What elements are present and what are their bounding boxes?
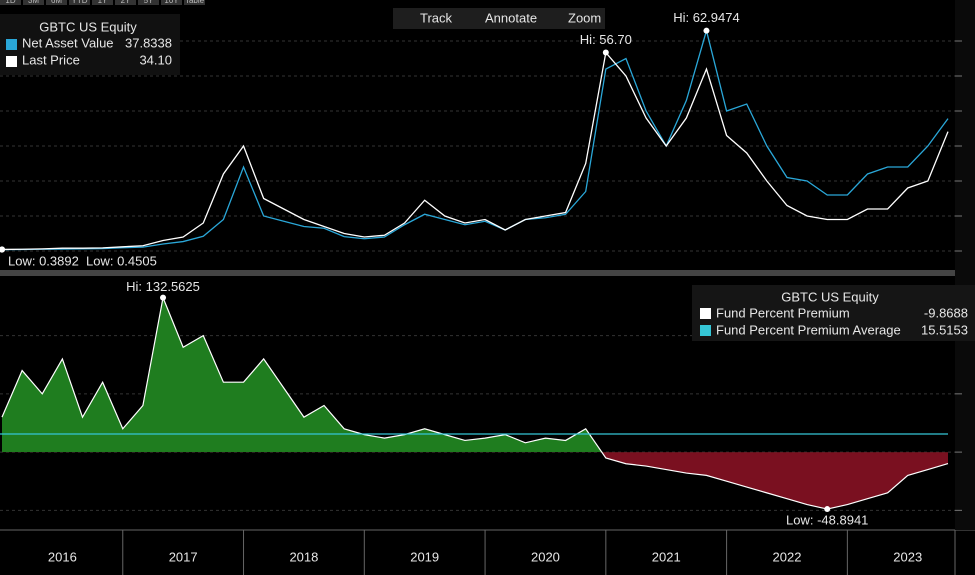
toolbar-button[interactable]: Track (420, 10, 453, 25)
tab-box[interactable] (92, 0, 113, 5)
tab-label[interactable]: 1D (5, 0, 15, 5)
high-label: Hi: 56.70 (580, 32, 632, 47)
tab-label[interactable]: 6M (51, 0, 62, 5)
legend-title: GBTC US Equity (39, 19, 137, 34)
plot: 2016 2017 2018 2019 2020 2021 2022 2023 (0, 28, 962, 575)
tab-box[interactable] (138, 0, 159, 5)
panel-divider (0, 270, 975, 276)
low-marker (0, 246, 5, 253)
area-positive (2, 297, 948, 453)
x-tick-label: 2020 (531, 549, 560, 564)
legend-box (0, 14, 180, 75)
high-marker (160, 294, 167, 301)
tab-label[interactable]: 3M (28, 0, 39, 5)
tab-box[interactable] (46, 0, 67, 5)
tab-box[interactable] (69, 0, 90, 5)
low-label: Low: -48.8941 (786, 512, 868, 527)
legend-box (692, 285, 975, 341)
x-tick-label: 2023 (893, 549, 922, 564)
tab-box[interactable] (115, 0, 136, 5)
x-tick-label: 2017 (169, 549, 198, 564)
toolbar (393, 8, 605, 29)
area-negative (601, 452, 948, 510)
toolbar-button[interactable]: Annotate (485, 10, 537, 25)
low-label: Low: 0.3892 (8, 253, 79, 268)
x-tick-label: 2019 (410, 549, 439, 564)
high-label: Hi: 132.5625 (126, 279, 200, 294)
legend-label: Fund Percent Premium Average (716, 322, 901, 337)
series-line (1, 28, 949, 251)
overlay: Hi: 62.9474 Low: 0.3892 Net Asset Value 37.… (0, 10, 968, 527)
x-tick-label: 2022 (773, 549, 802, 564)
x-tick-label: 2018 (289, 549, 318, 564)
legend-value: 34.10 (139, 52, 172, 67)
high-marker (602, 49, 609, 56)
legend-swatch (6, 39, 17, 50)
tab-label[interactable]: Table (185, 0, 205, 5)
legend-swatch (700, 325, 711, 336)
legend-swatch (700, 308, 711, 319)
tab-box[interactable] (0, 0, 21, 5)
tab-label[interactable]: 10Y (164, 0, 179, 5)
x-tick-label: 2021 (652, 549, 681, 564)
legend-title: GBTC US Equity (781, 289, 879, 304)
legend-value: 37.8338 (125, 35, 172, 50)
low-label: Low: 0.4505 (86, 253, 157, 268)
tab-label[interactable]: 5Y (144, 0, 154, 5)
tab-box[interactable] (184, 0, 205, 5)
tab-label[interactable]: 1Y (98, 0, 108, 5)
series-line (1, 51, 949, 251)
toolbar-button[interactable]: Zoom (568, 10, 601, 25)
x-tick-label: 2016 (48, 549, 77, 564)
low-marker (824, 506, 831, 513)
tab-box[interactable] (23, 0, 44, 5)
range-tabs: 1D 3M 6M YTD 1Y 2Y 5Y 10Y Table (0, 0, 205, 5)
legend-value: -9.8688 (924, 305, 968, 320)
high-marker (703, 27, 710, 34)
legend-swatch (6, 56, 17, 67)
legend-label: Last Price (22, 52, 80, 67)
right-axis-strip (955, 0, 975, 530)
tab-label[interactable]: YTD (72, 0, 88, 5)
series-line (1, 295, 949, 510)
tab-box[interactable] (161, 0, 182, 5)
tab-label[interactable]: 2Y (121, 0, 131, 5)
legend-value: 15.5153 (921, 322, 968, 337)
legend-label: Fund Percent Premium (716, 305, 850, 320)
high-label: Hi: 62.9474 (673, 10, 740, 25)
toolbar-buttons: Track Annotate Zoom (420, 10, 601, 25)
legend-label: Net Asset Value (22, 35, 114, 50)
